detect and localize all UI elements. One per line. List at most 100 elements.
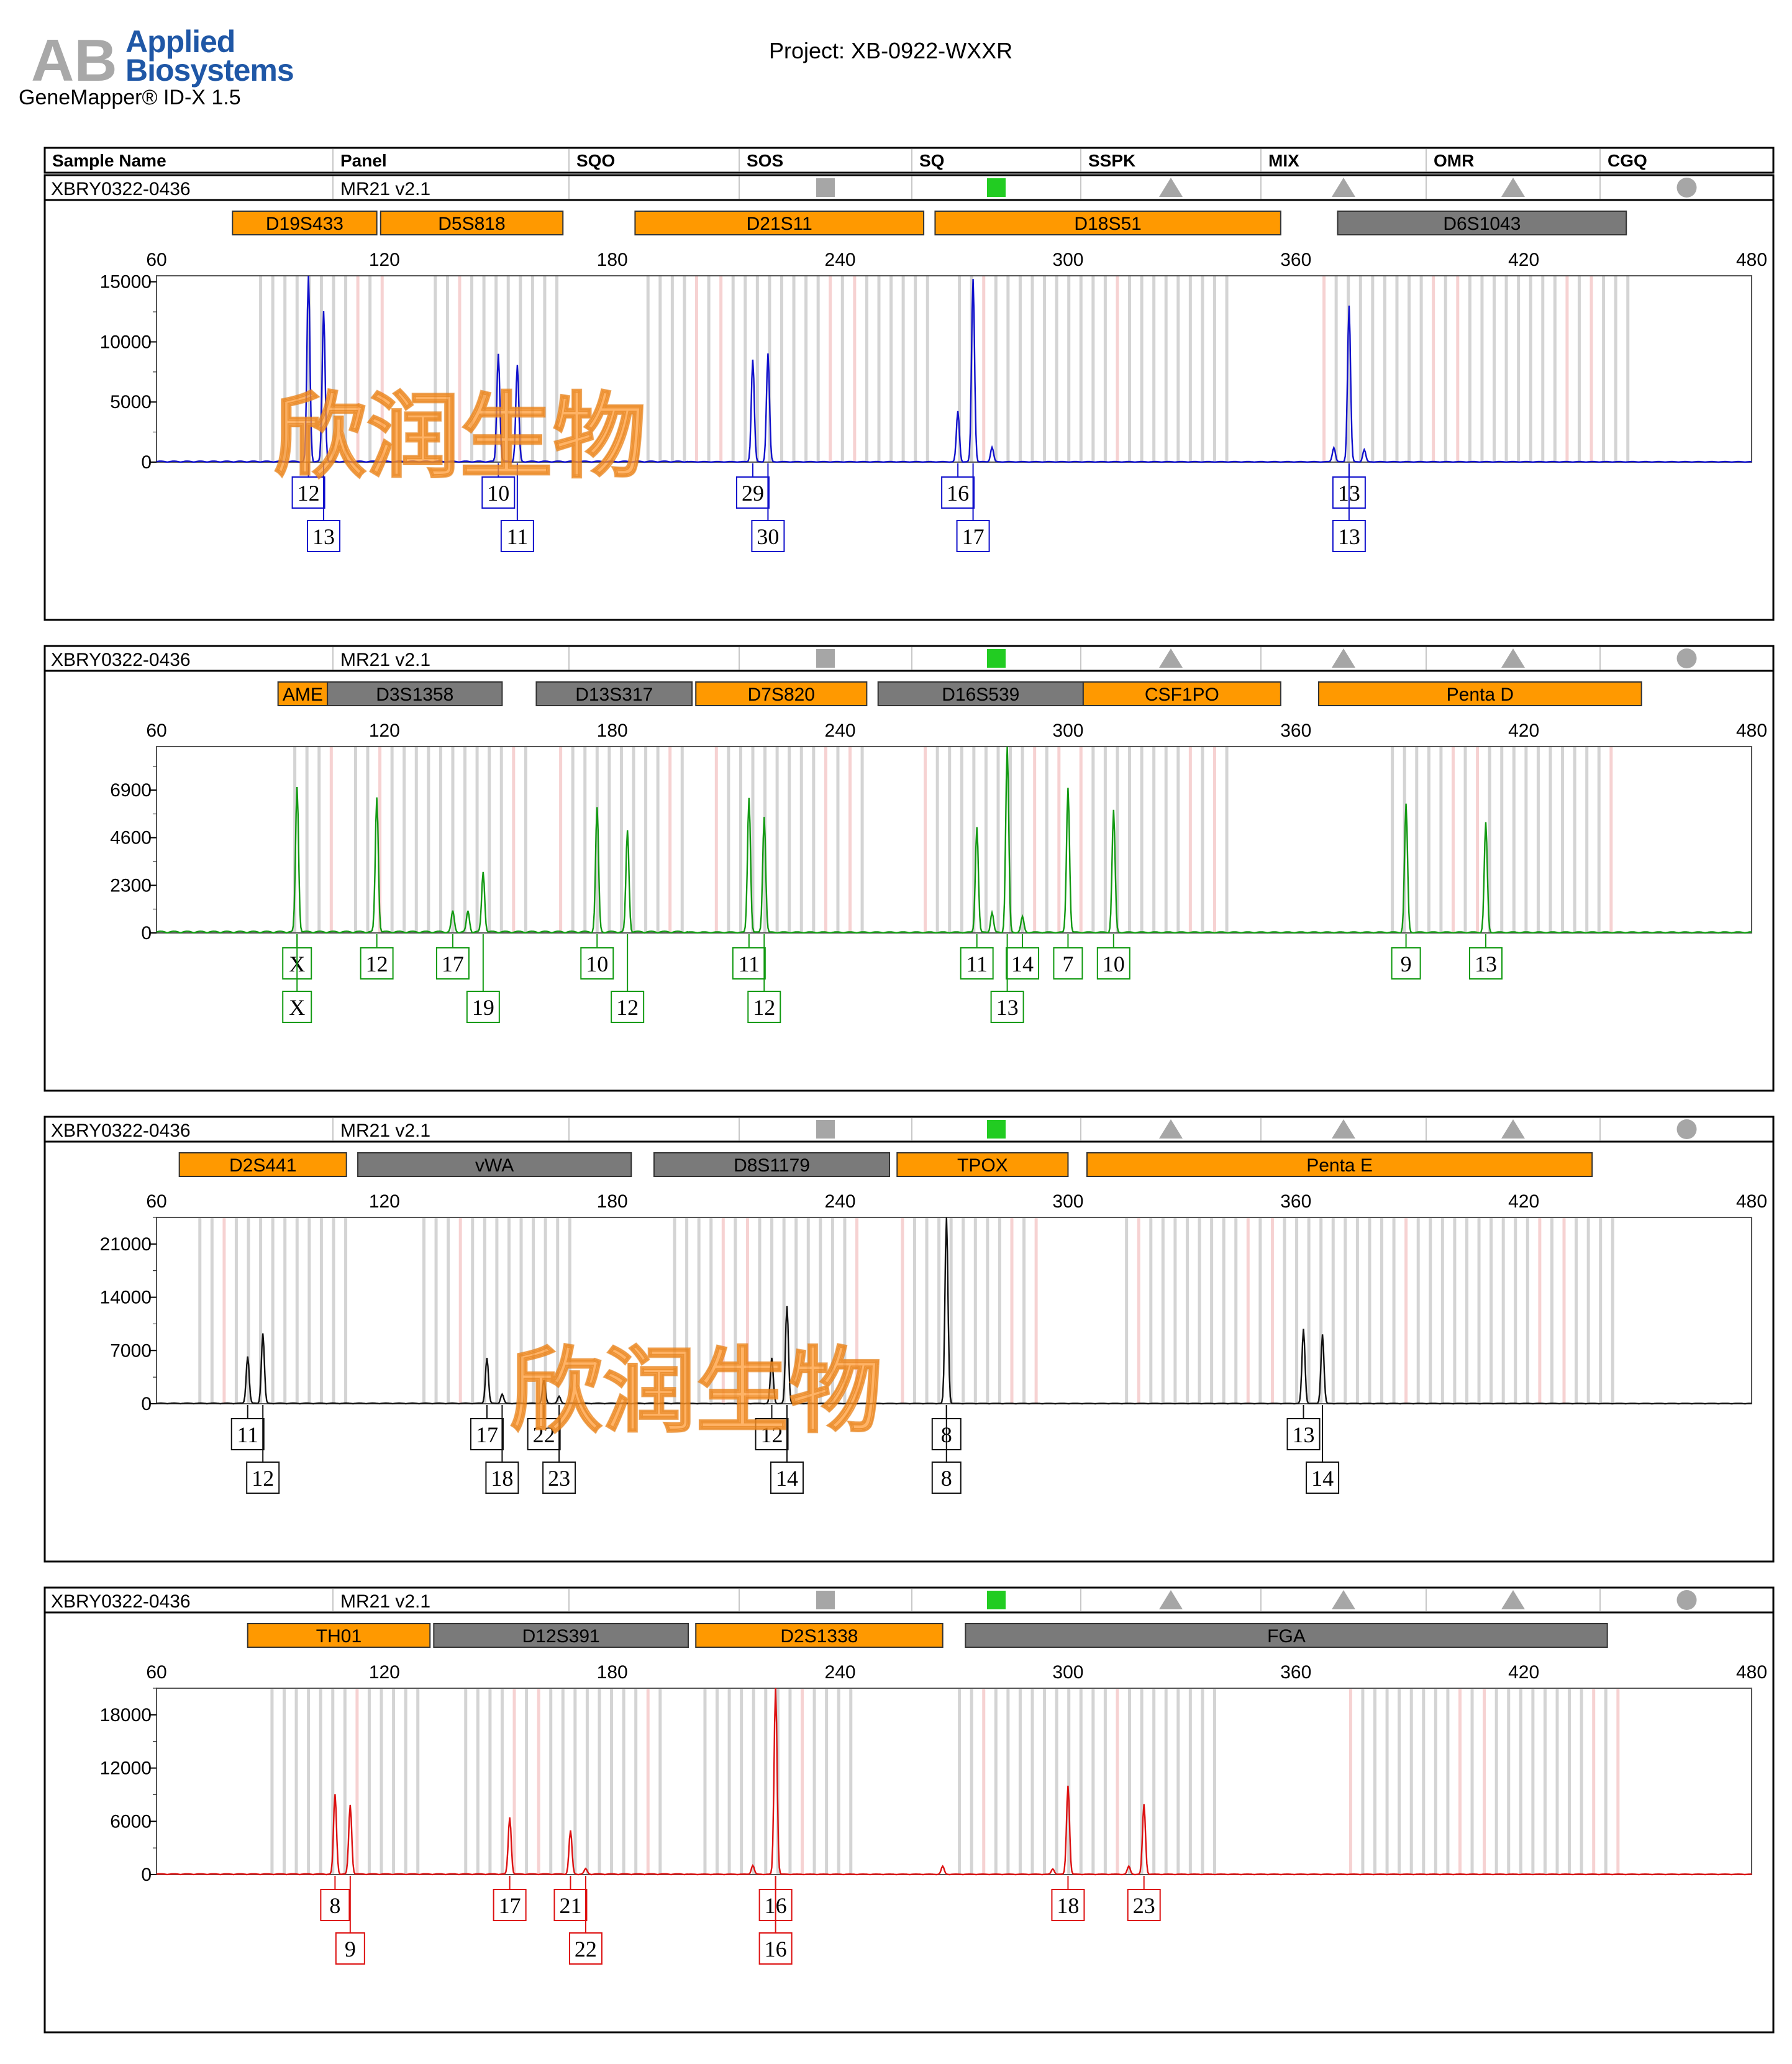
bin-stripe bbox=[1512, 747, 1516, 933]
bin-stripe bbox=[1079, 747, 1083, 933]
allele-call-label: 9 bbox=[345, 1937, 356, 1962]
bin-stripe bbox=[1592, 1688, 1596, 1875]
bin-stripe bbox=[1392, 1217, 1396, 1404]
plot-area bbox=[156, 1217, 1752, 1404]
bin-stripe bbox=[295, 1217, 299, 1404]
allele-call-label: 29 bbox=[742, 481, 764, 506]
allele-call-box bbox=[527, 1418, 561, 1450]
bin-stripe bbox=[1319, 1217, 1323, 1404]
bin-stripe bbox=[271, 276, 275, 462]
bin-stripe bbox=[824, 747, 827, 933]
bin-stripe bbox=[1419, 276, 1423, 462]
marker-label: D21S11 bbox=[747, 214, 812, 234]
marker-bar bbox=[695, 1623, 944, 1648]
allele-call-box bbox=[360, 947, 394, 980]
dye-panel-4: XBRY0322-0436 MR21 v2.1 TH01 D12S391 D2S1338… bbox=[43, 1586, 1775, 2034]
bin-stripe bbox=[544, 1217, 547, 1404]
bin-stripe bbox=[353, 747, 357, 933]
bin-stripe bbox=[390, 747, 394, 933]
bin-stripe bbox=[434, 276, 437, 462]
bin-stripe bbox=[1422, 1688, 1426, 1875]
flag-cgq-circle-icon bbox=[1676, 648, 1697, 668]
bin-stripe bbox=[1408, 276, 1411, 462]
bin-stripe bbox=[877, 276, 881, 462]
x-tick-label: 360 bbox=[1280, 1191, 1311, 1212]
y-tick-label: 2300 bbox=[110, 875, 152, 896]
signal-trace bbox=[156, 275, 1752, 463]
bin-stripe bbox=[1246, 1217, 1250, 1404]
marker-bar bbox=[380, 211, 564, 235]
bin-stripe bbox=[937, 1217, 941, 1404]
bin-stripe bbox=[1128, 747, 1132, 933]
bin-stripe bbox=[561, 1688, 565, 1875]
column-header-sample-name: Sample Name bbox=[52, 151, 166, 170]
marker-label: D13S317 bbox=[575, 684, 653, 705]
allele-call-label: 22 bbox=[533, 1422, 555, 1447]
flag-mix-triangle-icon bbox=[1332, 1590, 1355, 1609]
bin-stripe bbox=[982, 276, 986, 462]
marker-bar bbox=[178, 1152, 347, 1177]
bin-stripe bbox=[1222, 1217, 1226, 1404]
bin-stripe bbox=[1504, 276, 1508, 462]
bin-stripe bbox=[416, 1688, 420, 1875]
bin-stripe bbox=[1006, 276, 1010, 462]
panel-name: MR21 v2.1 bbox=[340, 1121, 430, 1141]
allele-call-box bbox=[1096, 947, 1130, 980]
bin-stripe bbox=[368, 276, 372, 462]
x-tick-label: 60 bbox=[146, 1191, 166, 1212]
bin-stripe bbox=[1201, 1688, 1204, 1875]
x-tick-label: 420 bbox=[1508, 1191, 1539, 1212]
flag-mix-triangle-icon bbox=[1332, 1119, 1355, 1139]
bin-stripe bbox=[740, 1688, 744, 1875]
bin-stripe bbox=[716, 1688, 719, 1875]
flag-sspk-triangle-icon bbox=[1159, 1590, 1183, 1609]
bin-stripe bbox=[1173, 1217, 1177, 1404]
bin-stripe bbox=[1198, 1217, 1201, 1404]
bin-stripe bbox=[607, 747, 611, 933]
bin-stripe bbox=[555, 276, 558, 462]
bin-stripe bbox=[1103, 747, 1107, 933]
bin-stripe bbox=[658, 1688, 662, 1875]
bin-stripe bbox=[812, 747, 816, 933]
allele-call-label: 12 bbox=[753, 995, 775, 1020]
bin-stripe bbox=[458, 276, 462, 462]
allele-call-label: 11 bbox=[738, 952, 760, 976]
bin-stripe bbox=[1152, 276, 1156, 462]
y-tick-label: 15000 bbox=[100, 272, 152, 293]
bin-stripe bbox=[800, 1688, 804, 1875]
bin-stripe bbox=[537, 1688, 540, 1875]
bin-stripe bbox=[994, 1688, 998, 1875]
bin-stripe bbox=[634, 1688, 638, 1875]
bin-stripe bbox=[1010, 1217, 1014, 1404]
allele-call-label: 19 bbox=[472, 995, 494, 1020]
bin-stripe bbox=[962, 1217, 965, 1404]
flag-sspk-triangle-icon bbox=[1159, 178, 1183, 197]
allele-call-label: 13 bbox=[996, 995, 1019, 1020]
bin-stripe bbox=[483, 1217, 486, 1404]
bin-stripe bbox=[1536, 747, 1540, 933]
allele-call-box bbox=[320, 1889, 350, 1921]
marker-label: D6S1043 bbox=[1443, 214, 1521, 234]
bin-stripe bbox=[1043, 1688, 1047, 1875]
y-tick-label: 21000 bbox=[100, 1234, 152, 1255]
allele-call-label: 17 bbox=[476, 1422, 498, 1447]
bin-stripe bbox=[745, 1217, 749, 1404]
bin-stripe bbox=[1416, 1217, 1420, 1404]
bin-stripe bbox=[1212, 747, 1216, 933]
marker-bar bbox=[433, 1623, 689, 1648]
allele-call-label: 17 bbox=[442, 952, 464, 976]
allele-call-box bbox=[755, 1418, 789, 1450]
x-tick-label: 480 bbox=[1736, 1191, 1767, 1212]
bin-stripe bbox=[494, 276, 498, 462]
allele-call-label: 11 bbox=[507, 524, 529, 549]
bin-stripe bbox=[948, 747, 952, 933]
bin-stripe bbox=[332, 276, 335, 462]
marker-label: D12S391 bbox=[522, 1626, 600, 1647]
allele-call-label: X bbox=[289, 995, 305, 1020]
marker-bar bbox=[634, 211, 925, 235]
bin-stripe bbox=[1501, 1217, 1505, 1404]
allele-call-box bbox=[1006, 947, 1040, 980]
bin-stripe bbox=[727, 747, 730, 933]
bin-stripe bbox=[1531, 1688, 1535, 1875]
flag-mix-triangle-icon bbox=[1332, 648, 1355, 668]
